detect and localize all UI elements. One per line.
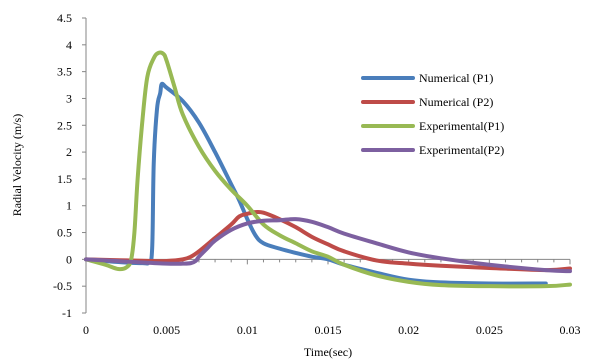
y-axis: -1 -0.5 0 0.5 1 1.5 2 2.5 3 3.5 4 4.5 <box>53 11 87 320</box>
x-tick-label: 0.025 <box>476 323 503 337</box>
y-tick-label: 2.5 <box>57 118 72 132</box>
y-tick-label: 1.5 <box>57 172 72 186</box>
y-tick-label: 0.5 <box>57 226 72 240</box>
series-line-experimental-p2 <box>84 217 572 274</box>
y-tick-label: 4 <box>66 38 72 52</box>
legend-label-experimental-p2: Experimental(P2) <box>419 143 504 157</box>
y-tick-label: 3 <box>66 91 72 105</box>
x-tick-label: 0.03 <box>560 323 581 337</box>
legend-label-numerical-p2: Numerical (P2) <box>419 95 493 109</box>
legend: Numerical (P1) Numerical (P2) Experimental… <box>361 71 504 157</box>
y-tick-label: -1 <box>62 306 72 320</box>
series-lines <box>84 50 572 289</box>
series-line-experimental-p1 <box>84 50 572 289</box>
legend-label-experimental-p1: Experimental(P1) <box>419 119 504 133</box>
y-tick-label: 3.5 <box>57 65 72 79</box>
x-axis: 0 0.005 0.01 0.015 0.02 0.025 0.03 <box>83 258 581 337</box>
x-tick-label: 0.015 <box>315 323 342 337</box>
x-axis-title: Time(sec) <box>304 345 352 359</box>
x-tick-label: 0.01 <box>237 323 258 337</box>
x-tick-label: 0.005 <box>153 323 180 337</box>
legend-label-numerical-p1: Numerical (P1) <box>419 71 493 85</box>
series-line-numerical-p2 <box>84 209 572 273</box>
y-tick-label: 2 <box>66 145 72 159</box>
y-tick-label: 1 <box>66 199 72 213</box>
x-tick-label: 0.02 <box>398 323 419 337</box>
x-tick-label: 0 <box>83 323 89 337</box>
y-tick-label: 0 <box>66 252 72 266</box>
y-tick-label: -0.5 <box>53 279 72 293</box>
y-axis-title: Radial Velocity (m/s) <box>10 114 24 216</box>
y-tick-label: 4.5 <box>57 11 72 25</box>
